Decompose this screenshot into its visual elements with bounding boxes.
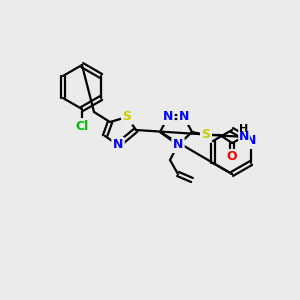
Text: N: N xyxy=(113,139,123,152)
Text: N: N xyxy=(173,139,183,152)
Text: N: N xyxy=(163,110,173,124)
Text: O: O xyxy=(227,151,237,164)
Text: Cl: Cl xyxy=(75,119,88,133)
Text: S: S xyxy=(202,128,211,142)
Text: H: H xyxy=(239,124,249,134)
Text: N: N xyxy=(179,110,189,124)
Text: N: N xyxy=(246,134,256,148)
Text: N: N xyxy=(239,130,249,143)
Text: S: S xyxy=(122,110,131,124)
